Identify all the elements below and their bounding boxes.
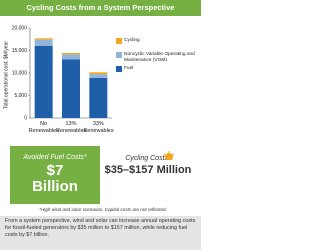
legend-label: Fuel [124, 66, 134, 71]
chart: Total operational cost, $M/year 0 5,000 10… [3, 25, 112, 121]
y-tick-label: 10,000 [12, 70, 28, 76]
bar-segment [89, 72, 108, 75]
y-tick-label: 5,000 [14, 93, 27, 99]
legend-swatch [116, 52, 122, 58]
bar-segment [34, 46, 53, 118]
sun-icon [163, 151, 175, 160]
bar-segment [62, 59, 80, 118]
legend-swatch [116, 66, 122, 72]
legend-label: Cycling [124, 38, 140, 43]
avoided-value: $7 Billion [32, 162, 78, 195]
legend-label: Noncyclic Variable Operating and Mainten… [124, 52, 195, 63]
avoided-callout: Avoided Fuel Costs* $7 Billion [10, 146, 100, 204]
x-tick-label: 13% Renewables [56, 121, 87, 134]
y-tick-label: 15,000 [12, 48, 28, 54]
y-tick-label: 20,000 [12, 25, 28, 31]
cycling-label: Cycling Costs* [125, 155, 171, 162]
bar-segment [62, 54, 80, 60]
footnote: *High wind and solar scenarios. Capital … [39, 207, 167, 212]
y-tick-label: 0 [24, 115, 27, 121]
bar-segment [62, 52, 80, 55]
avoided-label: Avoided Fuel Costs* [23, 154, 87, 161]
y-axis-title: Total operational cost, $M/year [3, 41, 9, 109]
x-tick-label: No Renewables [28, 121, 59, 134]
bar-segment [89, 74, 108, 78]
chart-title: Cycling Costs from a System Perspective [0, 0, 201, 16]
bar-segment [89, 77, 108, 118]
bar-segment [34, 38, 53, 40]
x-tick-label: 33% Renewables [83, 121, 114, 134]
cycling-callout: Cycling Costs* $35–$157 Million [104, 146, 192, 204]
page: Cycling Costs from a System Perspective … [0, 0, 201, 250]
cycling-value: $35–$157 Million [104, 164, 192, 176]
legend-swatch [116, 38, 122, 44]
bar-segment [34, 39, 53, 46]
summary: From a system perspective, wind and sola… [0, 216, 201, 250]
